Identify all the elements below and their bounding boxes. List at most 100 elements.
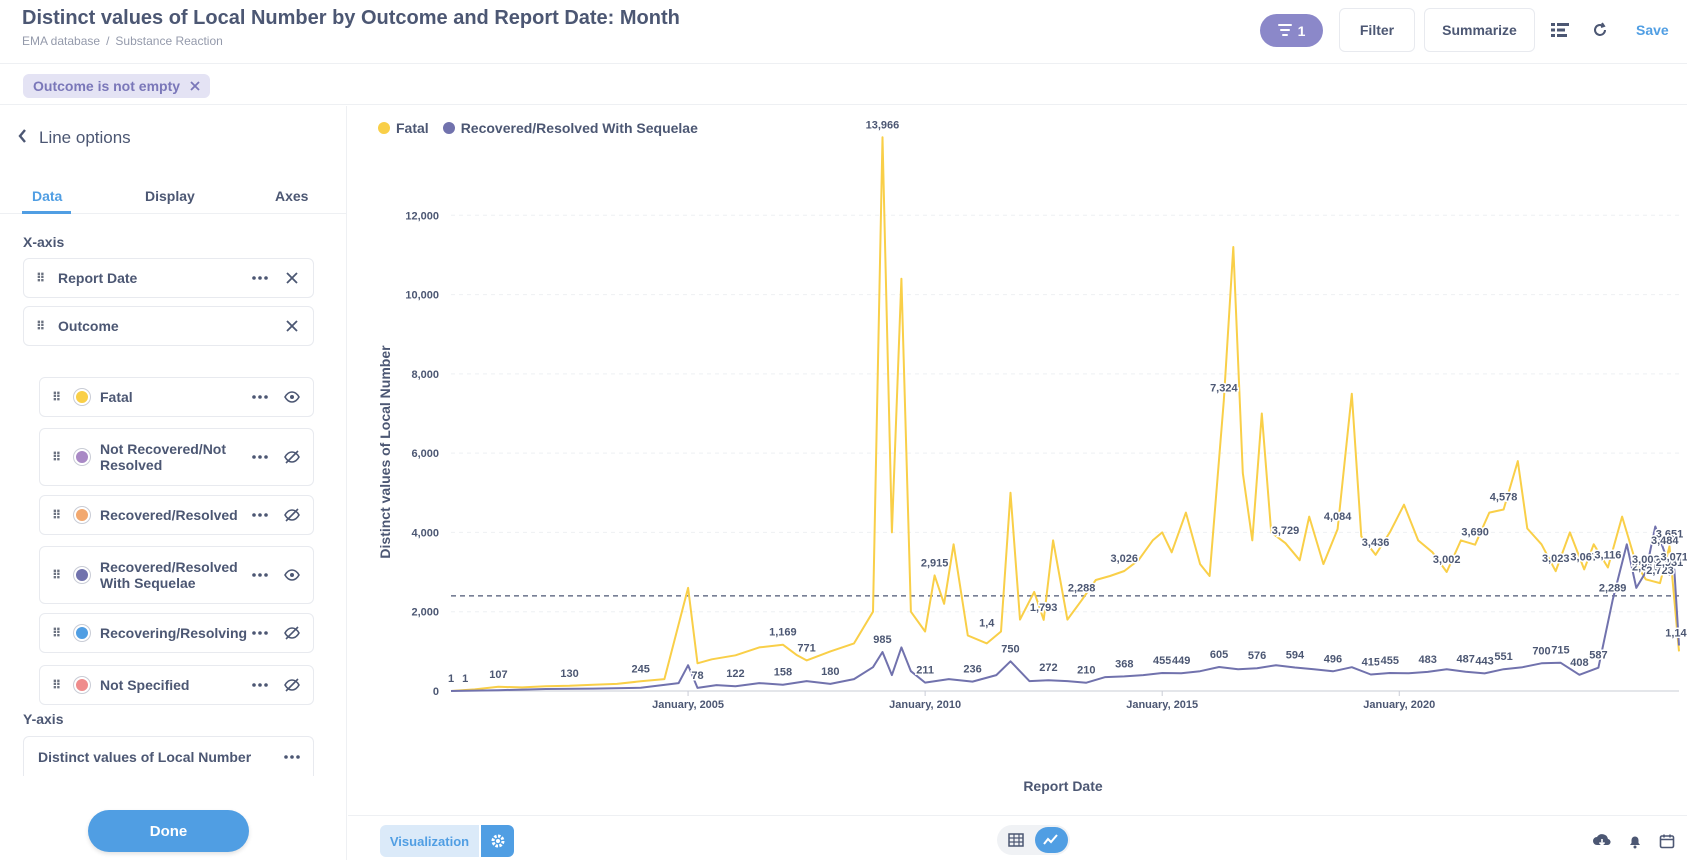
drag-handle-icon[interactable]: ⠿ [52,450,61,464]
tab-axes[interactable]: Axes [275,188,309,204]
data-label: 122 [726,668,744,680]
x-field-outcome[interactable]: ⠿ Outcome [23,306,314,346]
series-color-dot[interactable] [74,677,90,693]
eye-icon[interactable] [281,386,303,408]
sidebar-title: Line options [39,128,131,147]
query-footer [348,815,1687,860]
data-label: 415 [1362,657,1380,669]
y-axis-label: Distinct values of Local Number [377,345,393,559]
more-icon[interactable] [249,674,271,696]
y-field-label: Distinct values of Local Number [38,748,252,765]
eye-off-icon[interactable] [281,504,303,526]
series-row[interactable]: ⠿ Recovering/Resolving [39,613,314,653]
gear-icon[interactable] [481,825,514,857]
series-label: Not Recovered/Not Resolved [100,441,227,473]
tab-display[interactable]: Display [145,188,195,204]
series-row[interactable]: ⠿ Recovered/Resolved [39,495,314,535]
series-row[interactable]: ⠿ Not Specified [39,665,314,705]
data-label: 3,071 [1660,551,1687,563]
y-field[interactable]: Distinct values of Local Number [23,736,314,776]
y-tick-label: 4,000 [411,527,439,539]
query-header: Distinct values of Local Number by Outco… [0,0,1687,64]
drag-handle-icon[interactable]: ⠿ [52,508,61,522]
close-icon[interactable] [190,78,200,94]
data-label: 985 [873,634,891,646]
legend-item-fatal[interactable]: Fatal [378,120,429,136]
more-icon[interactable] [249,386,271,408]
eye-off-icon[interactable] [281,674,303,696]
series-color-dot[interactable] [74,449,90,465]
table-icon[interactable] [999,827,1033,853]
more-icon[interactable] [249,446,271,468]
refresh-icon[interactable] [1588,18,1612,42]
data-label: 2,288 [1068,582,1096,594]
series-row[interactable]: ⠿ Recovered/Resolved With Sequelae [39,546,314,604]
data-label: 2,723 [1646,565,1674,577]
data-label: 3,026 [1111,553,1139,565]
x-tick-label: January, 2005 [652,699,724,711]
breadcrumb-table[interactable]: Substance Reaction [115,34,223,48]
filter-button[interactable]: Filter [1339,8,1415,52]
filter-count-pill[interactable]: 1 [1260,14,1323,47]
save-button[interactable]: Save [1636,22,1669,38]
line-options-sidebar: Line options Data Display Axes X-axis ⠿ … [0,106,347,860]
data-label: 3,484 [1651,535,1679,547]
x-field-label: Report Date [58,270,138,286]
download-icon[interactable] [1591,830,1613,852]
settings-tabs: Data Display Axes [0,174,346,214]
series-color-dot[interactable] [74,625,90,641]
series-color-dot[interactable] [74,567,90,583]
data-label: 4,578 [1490,492,1518,504]
bell-icon[interactable] [1624,830,1646,852]
data-label: 236 [963,664,981,676]
y-tick-label: 8,000 [411,369,439,381]
data-label: 210 [1077,665,1095,677]
drag-handle-icon[interactable]: ⠿ [52,390,61,404]
more-icon[interactable] [249,504,271,526]
legend-item-recovered-with-sequelae[interactable]: Recovered/Resolved With Sequelae [442,120,698,136]
more-icon[interactable] [281,746,303,768]
series-row[interactable]: ⠿ Not Recovered/Not Resolved [39,428,314,486]
done-button[interactable]: Done [88,810,249,852]
filter-chip[interactable]: Outcome is not empty [23,74,211,98]
more-icon[interactable] [249,267,271,289]
tab-data[interactable]: Data [32,188,63,204]
visualization-button[interactable]: Visualization [380,825,479,857]
eye-off-icon[interactable] [281,446,303,468]
line-chart-icon[interactable] [1034,827,1068,853]
calendar-icon[interactable] [1656,830,1678,852]
notebook-editor-icon[interactable] [1548,18,1572,42]
data-label: 180 [821,666,839,678]
data-label: 700 [1532,645,1550,657]
back-to-visualizations[interactable]: Line options [18,128,131,148]
remove-icon[interactable] [281,267,303,289]
data-label: 130 [560,668,578,680]
data-label: 1,169 [769,627,797,639]
breadcrumb-database[interactable]: EMA database [22,34,101,48]
x-axis-section-label: X-axis [23,234,65,250]
data-label: 483 [1419,654,1437,666]
eye-off-icon[interactable] [281,622,303,644]
series-color-dot[interactable] [74,507,90,523]
data-label: 1 [448,673,454,685]
line-chart[interactable]: 0 2,000 4,000 6,000 8,000 10,000 12,000 Januar… [348,106,1687,806]
data-label: 1,147 [1665,628,1687,640]
series-color-dot[interactable] [74,389,90,405]
data-label: 455 [1381,655,1399,667]
remove-icon[interactable] [281,315,303,337]
drag-handle-icon[interactable]: ⠿ [36,319,45,333]
drag-handle-icon[interactable]: ⠿ [36,271,45,285]
more-icon[interactable] [249,564,271,586]
drag-handle-icon[interactable]: ⠿ [52,568,61,582]
summarize-button[interactable]: Summarize [1424,8,1535,52]
drag-handle-icon[interactable]: ⠿ [52,678,61,692]
drag-handle-icon[interactable]: ⠿ [52,626,61,640]
eye-icon[interactable] [281,564,303,586]
data-label: 449 [1172,655,1190,667]
legend-label: Fatal [396,120,429,136]
x-axis-ticks: January, 2005 January, 2010 January, 2015 J… [652,691,1435,711]
data-label: 13,966 [866,119,900,131]
series-row[interactable]: ⠿ Fatal [39,377,314,417]
x-field-report-date[interactable]: ⠿ Report Date [23,258,314,298]
more-icon[interactable] [249,622,271,644]
